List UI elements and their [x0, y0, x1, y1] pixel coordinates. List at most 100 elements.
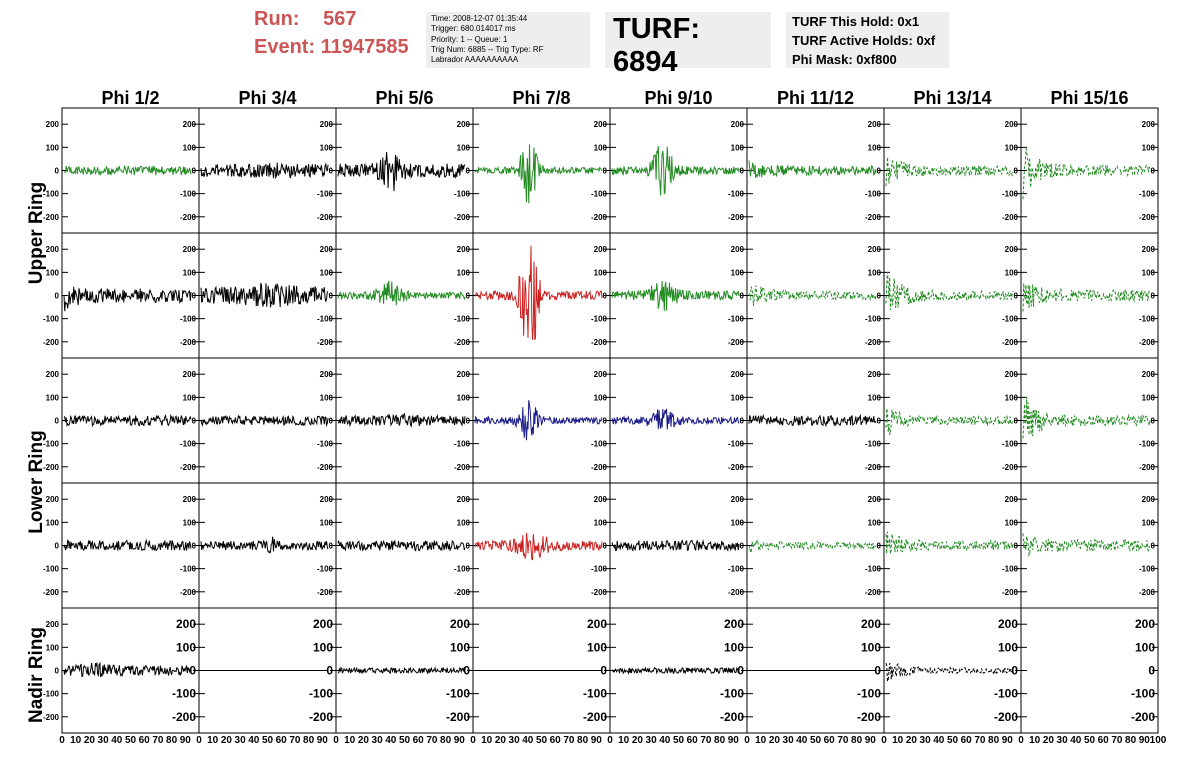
right-y-tick-label: 0 [192, 292, 197, 301]
x-tick-label: 100 [1150, 735, 1167, 746]
left-y-tick-label: 200 [46, 370, 60, 379]
right-y-tick-label: 200 [868, 120, 882, 129]
right-y-tick-label: 0 [874, 664, 881, 678]
right-y-tick-label: -200 [446, 710, 470, 724]
waveform-trace [885, 157, 1014, 187]
x-tick-label: 40 [933, 735, 945, 746]
right-y-tick-label: 0 [740, 417, 745, 426]
x-tick-label: 10 [1029, 735, 1041, 746]
column-title: Phi 15/16 [1050, 88, 1128, 108]
x-tick-label: 20 [221, 735, 233, 746]
right-y-tick-label: 200 [320, 245, 334, 254]
right-y-tick-label: 100 [594, 393, 608, 402]
x-tick-label: 90 [317, 735, 329, 746]
right-y-tick-label: 100 [731, 268, 745, 277]
waveform-panel [198, 607, 337, 734]
x-tick-label: 50 [125, 735, 137, 746]
right-y-tick-label: -200 [1002, 338, 1019, 347]
panel-frame [335, 482, 474, 609]
x-tick-label: 70 [837, 735, 849, 746]
right-y-tick-label: 100 [1005, 143, 1019, 152]
right-y-tick-label: 200 [1135, 617, 1155, 631]
waveform-trace [63, 538, 192, 551]
x-tick-label: 70 [426, 735, 438, 746]
panel-frame [1020, 357, 1159, 484]
right-y-tick-label: -200 [591, 338, 608, 347]
x-tick-label: 80 [440, 735, 452, 746]
waveform-panel [609, 107, 748, 234]
waveform-trace [200, 162, 329, 180]
right-y-tick-label: 0 [329, 417, 334, 426]
right-y-tick-label: -200 [309, 710, 333, 724]
panel-frame [883, 107, 1022, 234]
left-y-tick-label: -100 [43, 190, 60, 199]
right-y-tick-label: 100 [457, 518, 471, 527]
waveform-trace [1022, 283, 1151, 312]
waveform-panel [746, 107, 885, 234]
info-trignum: Trig Num: 6885 -- Trig Type: RF [431, 44, 544, 54]
right-y-tick-label: 200 [1005, 120, 1019, 129]
right-y-tick-label: 200 [1142, 245, 1156, 254]
right-y-tick-label: 200 [457, 245, 471, 254]
panel-frame [1020, 607, 1159, 734]
right-y-tick-label: -100 [454, 315, 471, 324]
right-y-tick-label: 100 [457, 143, 471, 152]
panel-frame [883, 482, 1022, 609]
waveform-trace [474, 245, 603, 341]
panel-frame [198, 482, 337, 609]
x-tick-label: 60 [1098, 735, 1110, 746]
right-y-tick-label: -100 [591, 565, 608, 574]
right-y-tick-label: 100 [731, 518, 745, 527]
run-line: Run: 567 [254, 8, 356, 31]
turf-this-hold: TURF This Hold: 0x1 [792, 14, 920, 29]
right-y-tick-label: 0 [192, 167, 197, 176]
x-tick-label: 90 [180, 735, 192, 746]
left-y-tick-label: 100 [46, 518, 60, 527]
panel-frame [335, 607, 474, 734]
waveform-trace [748, 539, 877, 554]
waveform-trace [611, 145, 740, 196]
waveform-panel [746, 357, 885, 484]
panel-frame [609, 232, 748, 359]
right-y-tick-label: 100 [1005, 518, 1019, 527]
left-y-tick-label: 200 [46, 245, 60, 254]
right-y-tick-label: 100 [176, 640, 196, 654]
right-y-tick-label: 200 [450, 617, 470, 631]
right-y-tick-label: 0 [1151, 542, 1156, 551]
right-y-tick-label: 200 [183, 495, 197, 504]
left-y-tick-label: -200 [43, 213, 60, 222]
right-y-tick-label: -100 [1131, 687, 1155, 701]
right-y-tick-label: 200 [320, 370, 334, 379]
x-tick-label: 70 [563, 735, 575, 746]
x-tick-label: 90 [1002, 735, 1014, 746]
x-tick-label: 40 [659, 735, 671, 746]
right-y-tick-label: 0 [1014, 542, 1019, 551]
x-tick-label: 20 [495, 735, 507, 746]
panel-frame [61, 107, 200, 234]
run-label: Run: [254, 8, 300, 30]
x-tick-label: 80 [577, 735, 589, 746]
right-y-tick-label: 0 [329, 167, 334, 176]
right-y-tick-label: 0 [466, 542, 471, 551]
waveform-trace [63, 413, 192, 428]
panel-frame [609, 482, 748, 609]
waveform-panel [198, 482, 337, 609]
x-tick-label: 40 [248, 735, 260, 746]
right-y-tick-label: -200 [728, 588, 745, 597]
waveform-panel [472, 357, 611, 484]
waveform-trace [200, 414, 329, 428]
x-tick-label: 80 [988, 735, 1000, 746]
x-tick-label: 0 [470, 735, 476, 746]
right-y-tick-label: 100 [320, 268, 334, 277]
phi-mask: Phi Mask: 0xf800 [792, 52, 897, 67]
waveform-panel [1020, 107, 1159, 234]
waveform-panel [472, 107, 611, 234]
left-y-tick-label: 100 [46, 393, 60, 402]
x-tick-label: 10 [618, 735, 630, 746]
right-y-tick-label: 0 [329, 542, 334, 551]
right-y-tick-label: -100 [454, 565, 471, 574]
left-y-tick-label: 100 [46, 143, 60, 152]
waveform-panel [1020, 607, 1159, 734]
panel-frame [61, 232, 200, 359]
right-y-tick-label: 200 [731, 120, 745, 129]
